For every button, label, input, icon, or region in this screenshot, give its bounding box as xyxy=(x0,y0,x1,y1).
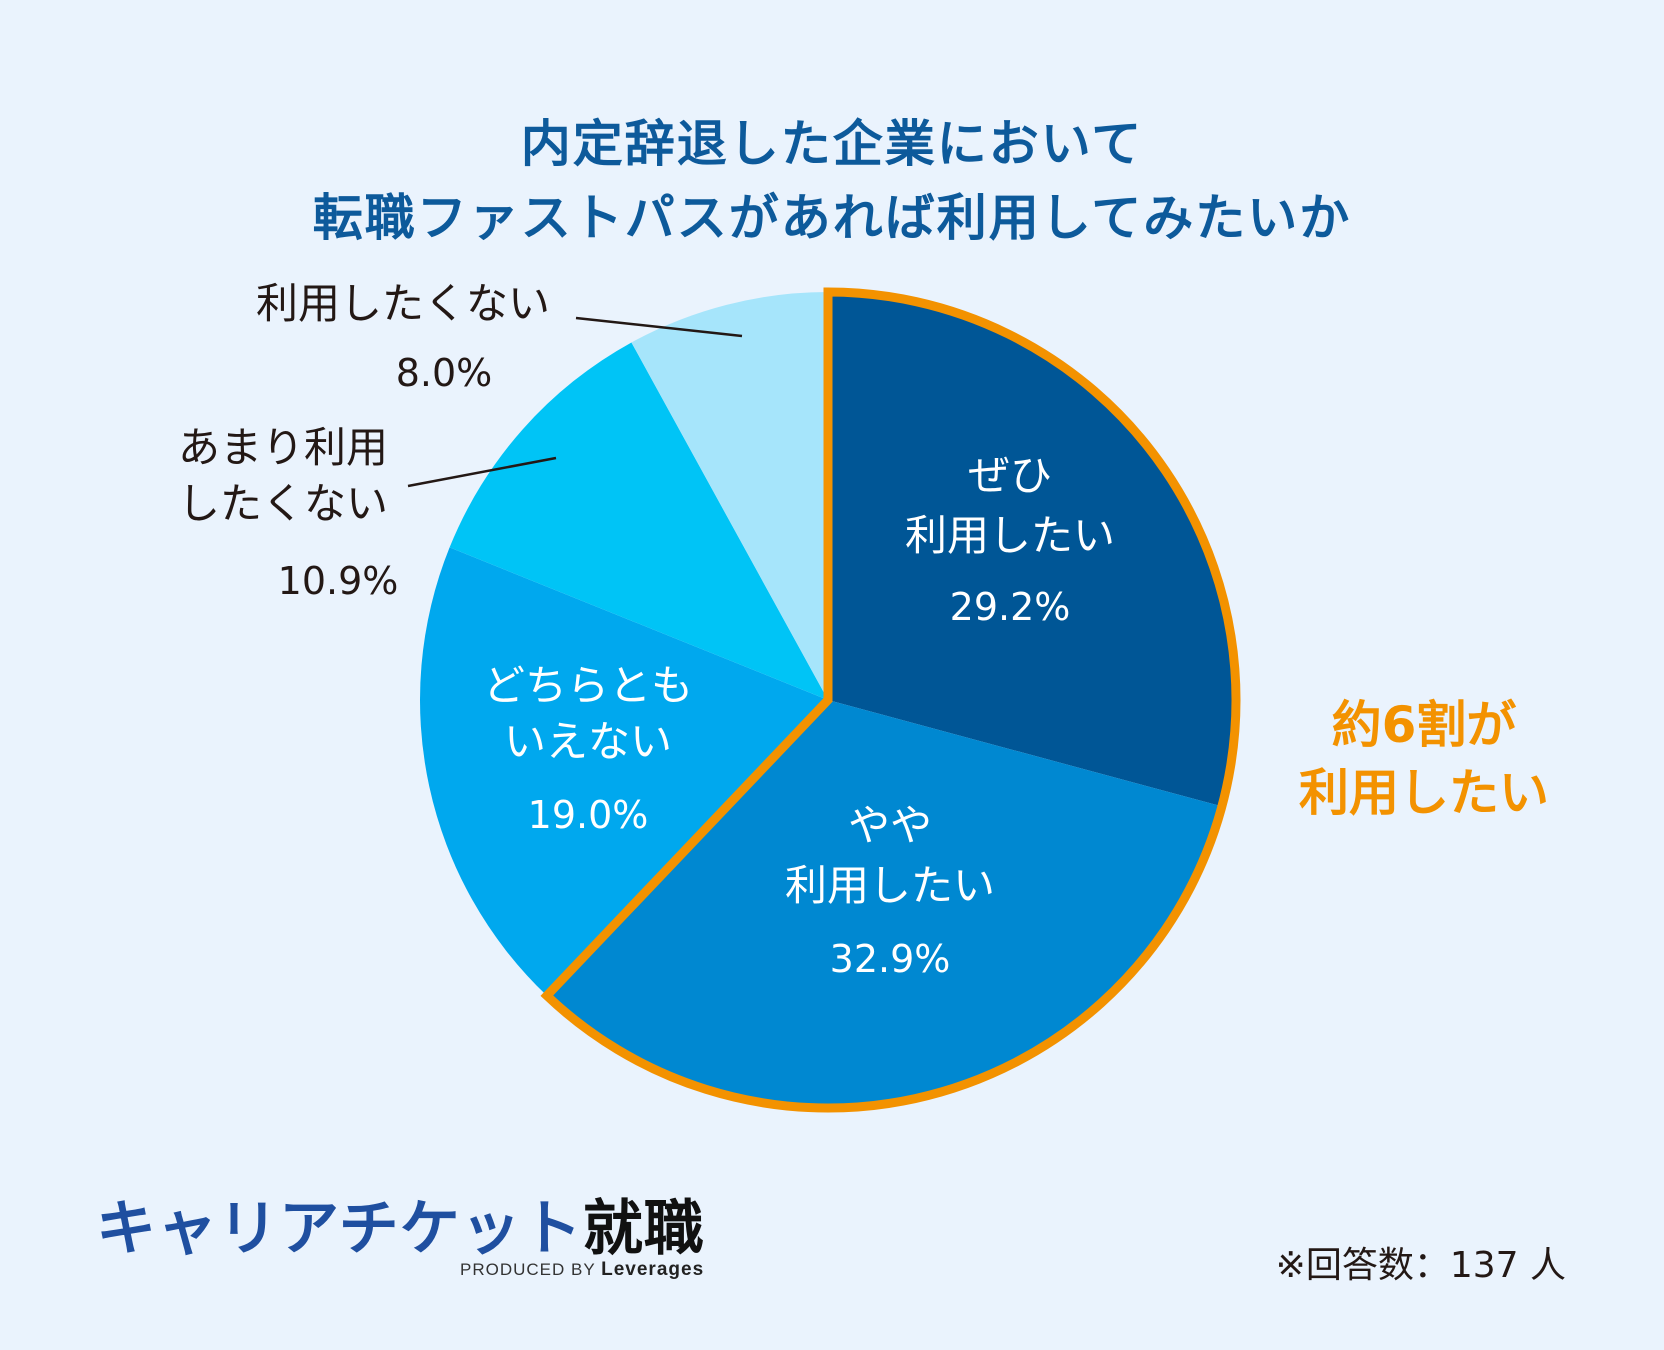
annotation-line-2: 利用したい xyxy=(1299,764,1549,822)
pie-slices xyxy=(420,292,1236,1109)
slice-label-3-line-1: どちらとも xyxy=(483,661,693,710)
slice-value-2: 32.9% xyxy=(830,937,951,981)
brand-logo: キャリアチケット就職 xyxy=(96,1180,705,1267)
slice-label-3-line-2: いえない xyxy=(504,717,672,766)
pie-slice-4 xyxy=(449,342,828,700)
slice-value-3: 19.0% xyxy=(528,793,649,837)
leader-line-5 xyxy=(575,316,743,338)
pie-slice-1 xyxy=(828,292,1236,807)
pie-slice-5 xyxy=(631,292,828,700)
leader-line-4 xyxy=(407,456,557,488)
pie-slice-2 xyxy=(546,700,1222,1109)
slice-labels: ぜひ利用したい29.2%やや利用したい32.9%どちらともいえない19.0%あま… xyxy=(178,279,1115,981)
chart-title-line1: 内定辞退した企業において xyxy=(520,115,1144,173)
slice-label-5-line-1: 利用したくない xyxy=(256,279,550,328)
slice-label-2-line-2: 利用したい xyxy=(785,861,995,910)
produced-brand: Leverages xyxy=(601,1259,705,1280)
slice-value-5: 8.0% xyxy=(396,351,493,395)
brand-logo-main: キャリアチケット xyxy=(96,1194,583,1264)
slice-value-4: 10.9% xyxy=(278,559,399,603)
slice-label-2-line-1: やや xyxy=(848,801,932,850)
respondent-count-note: ※回答数：137 人 xyxy=(1275,1245,1566,1286)
pie-slice-3 xyxy=(420,547,828,996)
slice-label-4-line-1: あまり利用 xyxy=(178,423,388,472)
chart-title-line2: 転職ファストパスがあれば利用してみたいか xyxy=(312,189,1352,247)
produced-prefix: PRODUCED BY xyxy=(460,1260,596,1279)
annotation-line-1: 約6割が xyxy=(1332,696,1517,754)
brand-logo-strong: 就職 xyxy=(582,1194,705,1264)
produced-by: PRODUCED BY Leverages xyxy=(460,1259,704,1281)
leader-lines xyxy=(407,316,743,488)
slice-label-4-line-2: したくない xyxy=(178,479,388,528)
slice-label-1-line-2: 利用したい xyxy=(905,511,1115,560)
highlight-outline xyxy=(540,287,1241,1113)
slice-label-1-line-1: ぜひ xyxy=(968,451,1052,500)
slice-value-1: 29.2% xyxy=(950,585,1071,629)
